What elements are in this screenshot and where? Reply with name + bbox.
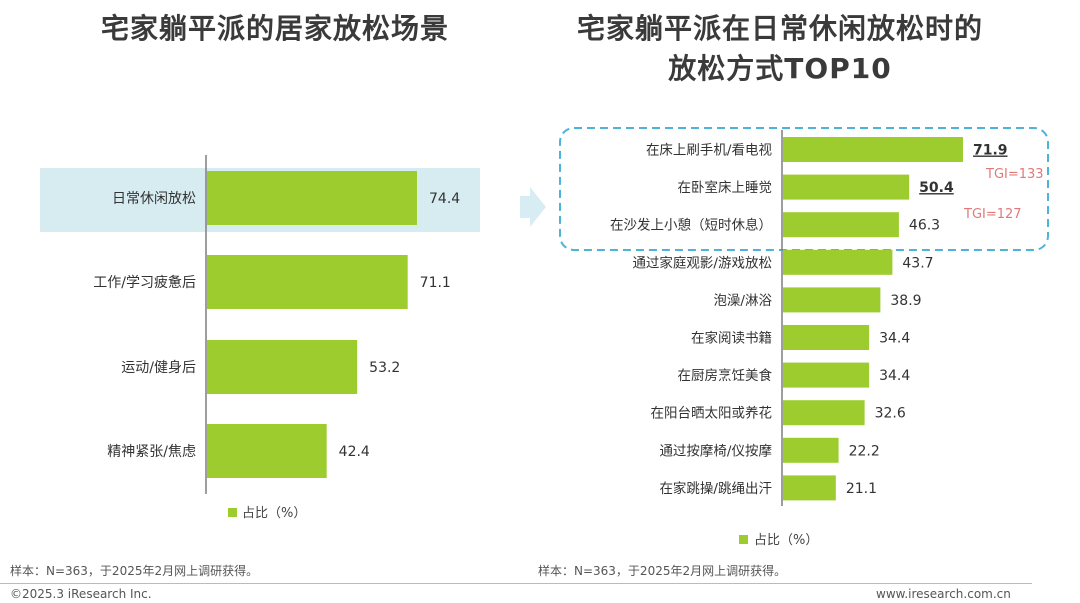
right-bar <box>783 212 899 238</box>
left-legend-label: 占比（%） <box>242 506 306 521</box>
left-category-label: 精神紧张/焦虑 <box>107 444 196 460</box>
left-value-label: 74.4 <box>429 191 460 207</box>
right-bar <box>783 400 865 426</box>
right-category-label: 在厨房烹饪美食 <box>678 367 773 384</box>
right-legend-swatch <box>739 535 748 544</box>
right-value-label: 38.9 <box>890 293 921 309</box>
footer-divider <box>0 583 1032 584</box>
right-value-label: 22.2 <box>849 443 880 459</box>
right-bar <box>783 362 870 388</box>
copyright: ©2025.3 iResearch Inc. <box>10 587 152 601</box>
right-category-label: 通过家庭观影/游戏放松 <box>632 254 772 271</box>
right-bar-chart: 在床上刷手机/看电视 71.9 在卧室床上睡觉 50.4 在沙发上小憩（短时休息） 46.… <box>520 127 1049 548</box>
tgi-annotation-2: TGI=127 <box>963 207 1022 222</box>
right-bar <box>783 249 893 275</box>
left-bar <box>207 171 417 225</box>
right-value-label: 46.3 <box>909 218 940 234</box>
right-category-label: 泡澡/淋浴 <box>713 293 772 309</box>
right-bar <box>783 325 870 350</box>
right-category-label: 在床上刷手机/看电视 <box>646 143 773 159</box>
right-value-label: 34.4 <box>879 331 910 347</box>
right-category-label: 在家阅读书籍 <box>691 330 772 347</box>
right-value-label: 43.7 <box>902 255 933 271</box>
right-category-label: 在沙发上小憩（短时休息） <box>610 217 772 234</box>
right-value-label: 50.4 <box>919 180 954 196</box>
right-value-label: 34.4 <box>879 368 910 384</box>
right-bar <box>783 475 836 501</box>
left-chart-title: 宅家躺平派的居家放松场景 <box>100 12 449 45</box>
right-category-label: 在卧室床上睡觉 <box>678 179 773 196</box>
left-bar-chart: 日常休闲放松 74.4 工作/学习疲惫后 71.1 运动/健身后 53.2 精神紧张/焦虑 4… <box>40 155 480 521</box>
right-bar <box>783 287 881 313</box>
left-legend-swatch <box>228 508 237 517</box>
right-bar <box>783 137 963 162</box>
sample-note-left: 样本：N=363，于2025年2月网上调研获得。 <box>10 564 259 578</box>
left-bar <box>207 340 358 394</box>
right-legend-label: 占比（%） <box>754 533 818 548</box>
website: www.iresearch.com.cn <box>876 587 1011 601</box>
right-value-label: 71.9 <box>973 143 1008 159</box>
right-bar <box>783 174 910 200</box>
right-bar <box>783 437 839 463</box>
right-category-label: 在家跳操/跳绳出汗 <box>659 480 772 497</box>
left-value-label: 42.4 <box>339 444 370 460</box>
left-category-label: 工作/学习疲惫后 <box>93 274 196 291</box>
left-bar <box>207 424 327 478</box>
sample-note-right: 样本：N=363，于2025年2月网上调研获得。 <box>538 564 787 578</box>
right-value-label: 32.6 <box>875 406 906 422</box>
left-bar <box>207 255 408 309</box>
arrow-icon <box>520 187 546 227</box>
right-value-label: 21.1 <box>846 481 877 497</box>
left-category-label: 日常休闲放松 <box>112 191 196 207</box>
left-value-label: 53.2 <box>369 360 400 376</box>
left-value-label: 71.1 <box>420 275 451 291</box>
left-category-label: 运动/健身后 <box>121 360 196 376</box>
tgi-annotation-1: TGI=133 <box>985 167 1044 182</box>
right-chart-title-line1: 宅家躺平派在日常休闲放松时的 <box>576 12 983 45</box>
right-category-label: 通过按摩椅/仪按摩 <box>659 442 772 459</box>
right-category-label: 在阳台晒太阳或养花 <box>651 406 773 422</box>
right-chart-title-line2: 放松方式TOP10 <box>668 52 892 85</box>
